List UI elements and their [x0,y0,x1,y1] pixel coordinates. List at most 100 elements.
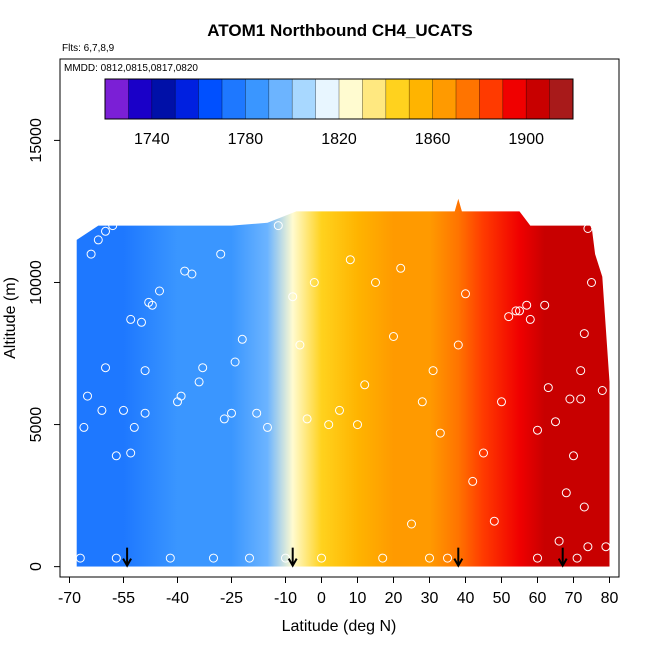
colorbar-swatch [502,79,527,119]
sample-point [579,502,589,512]
sample-point [140,408,150,418]
sample-point [428,366,438,376]
sample-point [216,249,226,259]
sample-point [198,363,208,373]
sample-point [176,391,186,401]
sample-point [461,289,470,299]
flight-arrow [122,547,132,568]
colorbar-swatch [315,79,340,119]
colorbar-swatch [151,79,176,119]
sample-point [561,488,571,498]
sample-point [569,451,578,461]
x-tick-label: 20 [385,590,403,607]
sample-point [317,553,326,563]
sample-point [576,394,586,404]
sample-point [137,317,146,327]
sample-point [155,286,164,296]
colorbar-swatch [222,79,246,119]
sample-point [579,329,589,339]
colorbar-swatches [105,79,574,119]
flights-note: Flts: 6,7,8,9 [62,43,115,54]
x-tick-label: -25 [220,590,243,607]
colorbar-swatch [292,79,316,119]
sample-point [209,553,218,563]
sample-point [479,448,488,458]
sample-point [590,221,600,231]
colorbar-tick-label: 1900 [508,131,544,148]
colorbar-tick-label: 1860 [415,131,451,148]
sample-point [565,394,575,404]
sample-point [396,263,406,273]
sample-point [97,405,107,415]
sample-point [252,408,262,418]
x-tick-label: 70 [565,590,583,607]
sample-point [83,391,92,401]
x-tick-label: 10 [349,590,367,607]
colorbar-swatch [479,79,504,119]
sample-point [468,476,478,486]
sample-point [119,405,128,415]
sample-point [497,397,506,407]
sample-point [353,420,362,430]
colorbar-tick-labels: 1740 1780 1820 1860 1900 [134,131,544,148]
sample-point [93,235,103,245]
chart-title: ATOM1 Northbound CH4_UCATS [207,21,472,40]
sample-point [302,414,312,424]
sample-point [227,408,236,418]
sample-point [165,553,175,563]
sample-point [554,536,564,546]
dates-note: MMDD: 0812,0815,0817,0820 [64,63,198,74]
sample-point [572,553,582,563]
sample-point [407,519,416,529]
flight-arrow [287,547,298,568]
colorbar-swatch [456,79,480,119]
sample-point [435,428,445,438]
sample-point [86,249,96,259]
x-axis-label: Latitude (deg N) [282,618,397,635]
sample-point [371,278,380,287]
sample-point [324,420,334,430]
sample-point [540,300,550,310]
y-tick-label: 15000 [28,118,45,163]
colorbar-swatch [409,79,433,119]
sample-point [187,269,197,279]
colorbar-swatch [385,79,410,119]
sample-point [219,414,229,424]
x-tick-label: 30 [421,590,439,607]
colorbar-swatch [549,79,574,119]
sample-point [101,226,110,236]
sample-point [263,422,272,432]
colorbar-swatch [268,79,293,119]
colorbar-frame [104,78,574,120]
colorbar-tick-label: 1740 [134,131,170,148]
sample-point [443,553,452,563]
sample-point [597,386,607,395]
sample-point [126,314,136,324]
y-tick-label: 10000 [28,260,45,305]
sample-point [335,405,344,415]
x-tick-label: 60 [529,590,547,607]
sample-points [75,221,611,563]
colorbar-swatch [175,79,199,119]
sample-point [525,314,535,324]
sample-point [295,340,305,350]
x-tick-label: -55 [112,590,135,607]
sample-point [425,553,434,563]
sample-point [140,366,150,376]
ch4-field [76,198,610,567]
sample-point [194,377,204,387]
plot-area [59,58,620,578]
sample-point [587,278,596,287]
sample-point [245,553,254,563]
x-tick-label: -10 [274,590,297,607]
sample-point [583,542,593,552]
colorbar: 1740 1780 1820 1860 1900 [104,78,574,148]
sample-point [288,292,298,302]
sample-point [237,334,247,344]
sample-point [147,300,157,310]
y-tick-label: 0 [28,562,45,571]
y-tick-label: 5000 [28,407,45,443]
sample-point [75,553,85,563]
sample-point [453,340,463,350]
x-tick-label: -40 [166,590,189,607]
